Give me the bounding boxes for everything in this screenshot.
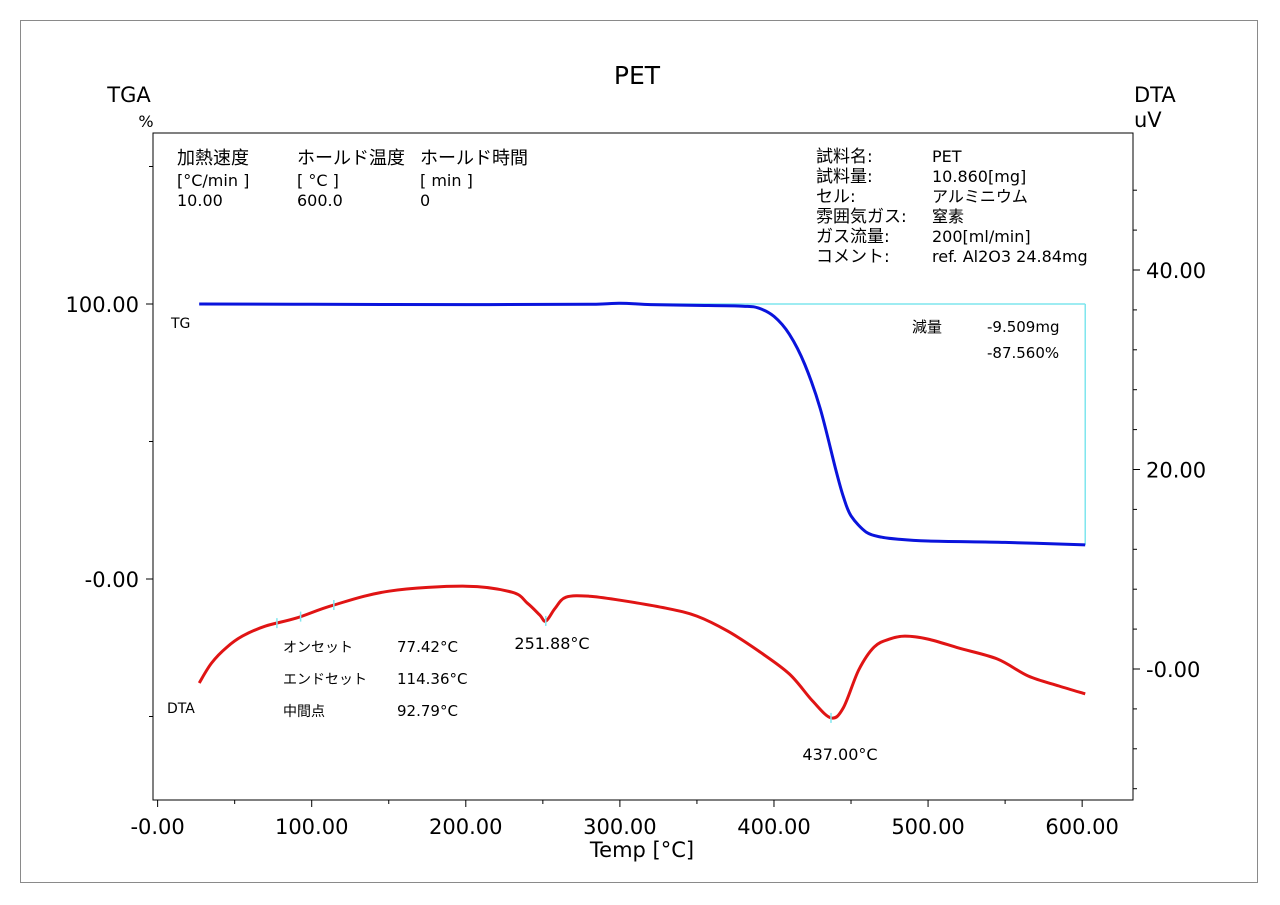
midpoint-label: 中間点: [283, 704, 325, 720]
right-tick-label: 20.00: [1146, 459, 1206, 483]
x-axis-ticks: -0.00 100.00 200.00 300.00 400.00 500.00 600.0…: [130, 800, 1119, 839]
peak-label-decomposition: 437.00°C: [802, 745, 877, 764]
figure-frame: [20, 20, 1258, 883]
chart-title: PET: [614, 61, 661, 90]
condition-value-hold-temp: 600.0: [297, 191, 343, 210]
sample-info-label: 試料名:: [816, 147, 873, 167]
endset-label: エンドセット: [283, 672, 367, 688]
dta-series-label: DTA: [167, 701, 195, 717]
weight-loss-baseline: [199, 303, 1086, 545]
condition-header-hold-temp: ホールド温度: [297, 148, 405, 169]
peak-label-melting: 251.88°C: [514, 634, 589, 653]
x-tick-label: 100.00: [275, 815, 348, 839]
sample-info-label: コメント:: [816, 247, 890, 267]
weight-loss-label: 減量: [912, 318, 942, 336]
right-axis-title: DTA: [1134, 83, 1176, 107]
onset-label: オンセット: [283, 640, 353, 656]
weight-loss-annotation: 減量 -9.509mg -87.560%: [912, 318, 1060, 362]
sample-info-label: 試料量:: [816, 167, 873, 187]
sample-info-label: セル:: [816, 187, 856, 207]
condition-unit-hold-temp: [ °C ]: [297, 171, 339, 190]
sample-info-value: 10.860[mg]: [932, 167, 1026, 186]
sample-info-value: ref. Al2O3 24.84mg: [932, 247, 1088, 266]
sample-info: 試料名: PET 試料量: 10.860[mg] セル: アルミニウム 雰囲気ガ…: [816, 147, 1088, 267]
weight-loss-percent: -87.560%: [987, 344, 1059, 362]
sample-info-label: 雰囲気ガス:: [816, 207, 907, 227]
condition-header-heating-rate: 加熱速度: [177, 148, 249, 169]
tg-series-line: [199, 301, 1086, 547]
condition-value-hold-time: 0: [420, 191, 430, 210]
transition-annotation: オンセット 77.42°C エンドセット 114.36°C 中間点 92.79°…: [283, 638, 467, 720]
x-tick-label: 500.00: [891, 815, 964, 839]
dta-transition-markers: [276, 600, 832, 723]
condition-unit-heating-rate: [°C/min ]: [177, 171, 249, 190]
left-tick-label: 100.00: [66, 293, 139, 317]
tg-series-label: TG: [170, 316, 190, 332]
right-tick-label: 40.00: [1146, 259, 1206, 283]
dta-series-line: [197, 584, 1086, 720]
midpoint-value: 92.79°C: [397, 702, 458, 720]
x-tick-label: -0.00: [130, 815, 184, 839]
condition-header-hold-time: ホールド時間: [420, 148, 528, 169]
sample-info-value: 窒素: [932, 207, 964, 226]
right-tick-label: -0.00: [1146, 658, 1200, 682]
onset-value: 77.42°C: [397, 638, 458, 656]
sample-info-value: アルミニウム: [932, 187, 1028, 206]
x-axis-title: Temp [°C]: [589, 838, 694, 862]
x-tick-label: 600.00: [1045, 815, 1118, 839]
left-axis-ticks: 100.00 -0.00: [66, 166, 153, 717]
sample-info-value: 200[ml/min]: [932, 227, 1031, 246]
left-axis-title: TGA: [106, 83, 151, 107]
right-axis-unit: uV: [1134, 108, 1162, 132]
x-tick-label: 300.00: [583, 815, 656, 839]
weight-loss-mg: -9.509mg: [987, 318, 1060, 336]
sample-info-value: PET: [932, 147, 962, 166]
condition-unit-hold-time: [ min ]: [420, 171, 473, 190]
x-tick-label: 400.00: [737, 815, 810, 839]
left-axis-unit: %: [138, 112, 153, 131]
condition-value-heating-rate: 10.00: [177, 191, 223, 210]
left-tick-label: -0.00: [85, 568, 139, 592]
endset-value: 114.36°C: [397, 670, 467, 688]
right-axis-ticks: 40.00 20.00 -0.00: [1133, 189, 1206, 790]
sample-info-label: ガス流量:: [816, 227, 890, 247]
x-tick-label: 200.00: [429, 815, 502, 839]
plot-area: [152, 132, 1134, 801]
measurement-conditions: 加熱速度 ホールド温度 ホールド時間 [°C/min ] [ °C ] [ mi…: [177, 148, 528, 210]
